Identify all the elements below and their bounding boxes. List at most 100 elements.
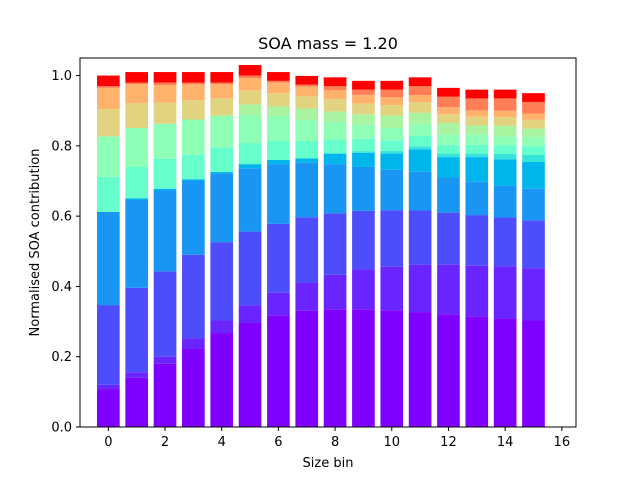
- x-tick-label: 2: [161, 435, 169, 450]
- bar-segment-bin9-s6: [352, 151, 375, 153]
- bar-segment-bin5-s3: [238, 231, 262, 306]
- bar-segment-bin10-s9: [380, 115, 404, 128]
- bar-segment-bin14-s13: [493, 89, 517, 99]
- bar-segment-bin14-s6: [493, 153, 517, 160]
- bar-segment-bin1-s11: [125, 84, 149, 104]
- bar-segment-bin7-s1: [295, 310, 319, 427]
- bar-segment-bin0-s11: [97, 87, 120, 109]
- bar-segment-bin6-s3: [267, 223, 290, 293]
- y-tick-label: 0.0: [51, 421, 72, 436]
- y-axis-label: Normalised SOA contribution: [28, 149, 43, 337]
- bar-segment-bin8-s2: [323, 274, 347, 310]
- bar-segment-bin7-s4: [295, 162, 319, 218]
- bar-segment-bin4-s11: [210, 84, 234, 99]
- bar-segment-bin11-s11: [408, 95, 432, 103]
- bar-segment-bin9-s1: [352, 309, 375, 427]
- bar-segment-bin3-s8: [182, 119, 205, 155]
- bar-segment-bin12-s8: [437, 134, 460, 145]
- bar-segment-bin13-s8: [465, 134, 489, 145]
- bar-segment-bin9-s5: [352, 152, 375, 167]
- bar-segment-bin9-s12: [352, 89, 375, 95]
- bar-segment-bin12-s5: [437, 157, 460, 178]
- bar-segment-bin4-s8: [210, 115, 234, 148]
- bar-segment-bin10-s10: [380, 105, 404, 116]
- bar-segment-bin2-s5: [153, 188, 177, 191]
- bar-segment-bin12-s13: [437, 87, 460, 97]
- bar-segment-bin4-s2: [210, 320, 234, 334]
- bar-segment-bin6-s11: [267, 82, 290, 94]
- bar-segment-bin15-s2: [522, 268, 545, 321]
- bar-segment-bin11-s8: [408, 123, 432, 136]
- bar-segment-bin1-s4: [125, 199, 149, 288]
- bar-segment-bin1-s2: [125, 372, 149, 378]
- bar-segment-bin2-s2: [153, 356, 177, 364]
- bar-segment-bin14-s2: [493, 266, 517, 319]
- bar-segment-bin5-s9: [238, 104, 262, 115]
- bar-segment-bin4-s13: [210, 72, 234, 83]
- bar-segment-bin8-s13: [323, 77, 347, 87]
- bar-segment-bin15-s1: [522, 320, 545, 427]
- bar-segment-bin2-s1: [153, 363, 177, 427]
- bar-segment-bin13-s4: [465, 181, 489, 216]
- bar-segment-bin0-s13: [97, 75, 120, 87]
- bar-segment-bin13-s1: [465, 316, 489, 427]
- bar-segment-bin15-s8: [522, 137, 545, 147]
- bar-segment-bin3-s1: [182, 348, 205, 427]
- bar-segment-bin9-s7: [352, 138, 375, 152]
- bar-segment-bin5-s5: [238, 164, 262, 169]
- x-tick-label: 6: [274, 435, 282, 450]
- bar-segment-bin6-s9: [267, 106, 290, 116]
- chart-title: SOA mass = 1.20: [258, 34, 398, 53]
- y-tick-label: 1.0: [51, 69, 72, 84]
- bar-segment-bin12-s10: [437, 114, 460, 124]
- bar-segment-bin8-s11: [323, 90, 347, 100]
- x-axis-ticks: 0 2 4 6 8 10 12 14 16: [104, 427, 570, 450]
- bar-segment-bin13-s13: [465, 89, 489, 99]
- bar-segment-bin15-s6: [522, 154, 545, 163]
- bar-segment-bin15-s9: [522, 128, 545, 138]
- bar-segment-bin2-s11: [153, 85, 177, 103]
- bar-segment-bin9-s4: [352, 166, 375, 211]
- bar-segment-bin8-s12: [323, 86, 347, 91]
- bar-segment-bin8-s9: [323, 111, 347, 122]
- bar-segment-bin10-s1: [380, 310, 404, 427]
- bar-segment-bin9-s8: [352, 124, 375, 139]
- x-tick-label: 12: [440, 435, 457, 450]
- bar-segment-bin11-s2: [408, 264, 432, 313]
- bar-segment-bin3-s4: [182, 181, 205, 255]
- bar-segment-bin13-s2: [465, 265, 489, 317]
- bar-segment-bin3-s7: [182, 154, 205, 180]
- bar-segment-bin15-s13: [522, 93, 545, 102]
- bar-segment-bin7-s12: [295, 84, 319, 87]
- bar-segment-bin4-s1: [210, 333, 234, 427]
- bar-segment-bin4-s12: [210, 82, 234, 85]
- bar-segment-bin1-s13: [125, 72, 149, 83]
- bar-segment-bin5-s1: [238, 322, 262, 427]
- bar-segment-bin10-s12: [380, 89, 404, 98]
- bar-segment-bin15-s3: [522, 220, 545, 269]
- bar-segment-bin1-s1: [125, 377, 149, 427]
- bar-segment-bin10-s11: [380, 97, 404, 106]
- y-tick-label: 0.2: [51, 350, 72, 365]
- bar-segment-bin13-s9: [465, 125, 489, 135]
- bar-segment-bin14-s4: [493, 185, 517, 218]
- bar-segment-bin3-s3: [182, 254, 205, 339]
- bar-segment-bin14-s9: [493, 125, 517, 137]
- bar-segment-bin2-s13: [153, 72, 177, 83]
- bar-segment-bin6-s5: [267, 159, 290, 165]
- bar-segment-bin7-s7: [295, 140, 319, 159]
- bar-segment-bin12-s4: [437, 177, 460, 213]
- bar-segment-bin10-s5: [380, 153, 404, 170]
- bar-segment-bin11-s7: [408, 135, 432, 147]
- bar-segment-bin12-s3: [437, 212, 460, 265]
- bar-segment-bin12-s9: [437, 123, 460, 135]
- bar-segment-bin5-s13: [238, 65, 262, 76]
- bar-segment-bin8-s1: [323, 309, 347, 427]
- bar-segment-bin1-s7: [125, 166, 149, 199]
- bar-segment-bin7-s10: [295, 96, 319, 109]
- bar-segment-bin10-s6: [380, 150, 404, 154]
- bar-segment-bin0-s12: [97, 86, 120, 88]
- bar-segment-bin2-s3: [153, 271, 177, 357]
- bar-segment-bin2-s10: [153, 102, 177, 124]
- bar-segment-bin14-s11: [493, 110, 517, 118]
